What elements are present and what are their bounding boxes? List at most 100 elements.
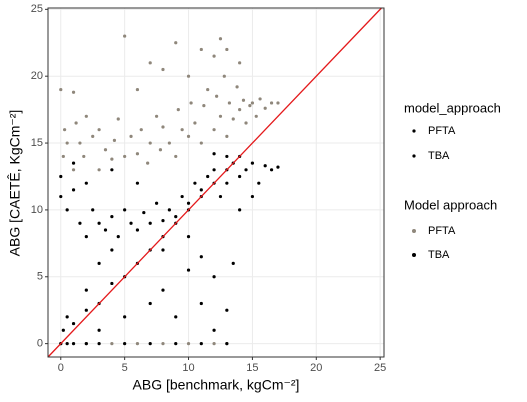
y-tick-label: 20 [31,70,43,82]
point [212,168,216,172]
point [103,148,108,152]
point [71,90,76,94]
point [215,94,219,98]
point [161,125,165,129]
point [123,315,127,319]
point [148,342,152,346]
point [238,61,242,65]
point [61,154,65,159]
point [225,342,229,346]
point [97,128,101,132]
point [161,342,165,346]
point [174,342,178,346]
point [276,101,280,105]
y-tick-label: 25 [31,3,43,15]
point [167,208,171,212]
point [244,121,248,125]
point [244,168,248,172]
point [263,164,267,168]
point [167,141,171,145]
point [269,168,274,172]
point [110,214,114,219]
point [59,87,63,92]
point [148,301,152,306]
point [212,152,216,156]
legend-key [412,253,416,257]
point [212,328,216,332]
point [199,255,203,259]
point [65,315,69,319]
point [78,221,82,225]
point [269,101,274,105]
point [212,54,216,58]
point [91,134,95,138]
x-tick-label: 0 [58,362,64,374]
point [84,308,88,312]
point [161,288,165,292]
legend-key [412,229,416,233]
x-tick-label: 20 [310,362,322,374]
point [193,181,197,185]
point [225,47,229,52]
point [123,34,127,38]
point [84,342,88,346]
point [248,104,252,108]
point [103,228,108,232]
point [148,141,152,145]
point [139,128,143,132]
point [135,181,140,185]
point [174,154,178,159]
point [97,168,101,172]
reference-line [47,7,382,358]
point [146,161,150,165]
point [238,174,242,179]
point [91,208,95,212]
y-axis-label: ABG [CAETÊ, KgCm⁻²] [7,110,23,257]
point [258,97,262,101]
y-tick-label: 10 [31,204,43,216]
point [154,114,159,118]
point [123,342,127,346]
point [199,47,203,52]
point [112,138,117,142]
point [65,208,69,212]
point [71,161,76,165]
point [180,128,184,132]
point [59,194,63,199]
point [71,342,76,346]
point [61,328,65,332]
point [63,128,67,132]
point [218,114,223,118]
point [254,114,258,118]
legend-label: TBA [428,249,450,261]
point [231,261,235,265]
point [97,342,101,346]
point [186,235,191,239]
point [238,208,242,212]
point [199,141,203,145]
legend-label: PFTA [428,125,456,137]
point [263,106,267,110]
point [110,248,114,252]
point [199,301,203,306]
point [110,168,114,172]
point [97,328,101,332]
panel-border [47,7,385,358]
point [225,308,229,312]
x-tick-label: 15 [246,362,258,374]
point [235,85,239,89]
legend-label: PFTA [428,225,456,237]
point [123,154,127,159]
point [176,108,180,112]
point [135,228,140,232]
point [129,134,133,138]
point [222,74,226,78]
y-tick-label: 5 [37,271,43,283]
point [212,128,216,132]
point [154,201,159,205]
point [74,121,78,125]
point [71,188,76,192]
point [97,261,101,265]
point [110,157,114,161]
